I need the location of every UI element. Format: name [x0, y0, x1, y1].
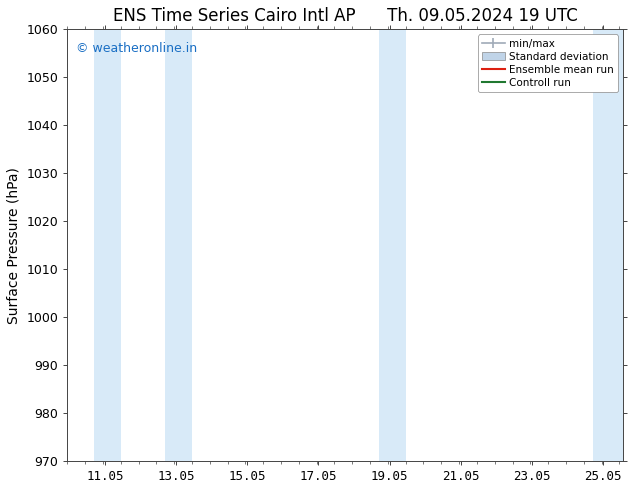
Text: © weatheronline.in: © weatheronline.in	[75, 42, 197, 55]
Bar	[94, 29, 121, 461]
Bar	[165, 29, 192, 461]
Title: ENS Time Series Cairo Intl AP      Th. 09.05.2024 19 UTC: ENS Time Series Cairo Intl AP Th. 09.05.…	[113, 7, 578, 25]
Y-axis label: Surface Pressure (hPa): Surface Pressure (hPa)	[7, 167, 21, 323]
Legend: min/max, Standard deviation, Ensemble mean run, Controll run: min/max, Standard deviation, Ensemble me…	[477, 34, 618, 92]
Bar	[593, 29, 623, 461]
Bar	[379, 29, 406, 461]
